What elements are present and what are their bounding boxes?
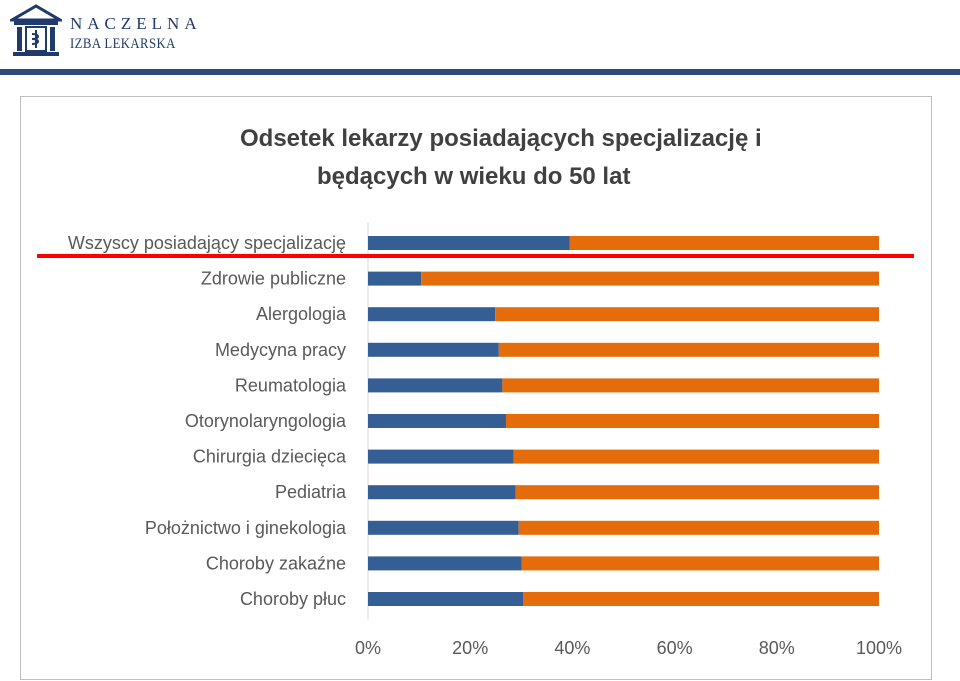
header-rule [0, 69, 960, 75]
bar-segment-series-2 [495, 307, 879, 322]
bar-segment-series-1 [368, 342, 499, 357]
bar-segment-series-2 [498, 342, 879, 357]
logo-line1: NACZELNA [70, 14, 202, 33]
bar-segment-series-1 [368, 449, 514, 464]
bar-segment-series-1 [368, 520, 519, 535]
x-tick-label: 40% [554, 638, 590, 658]
bar-segment-series-1 [368, 236, 570, 250]
logo-line2: IZBA LEKARSKA [70, 36, 176, 52]
bar-segment-series-1 [368, 556, 522, 571]
category-label: Choroby płuc [240, 589, 346, 609]
highlight-underline [37, 254, 914, 258]
bar-segment-series-1 [368, 592, 524, 606]
x-tick-label: 0% [355, 638, 381, 658]
bar-segment-series-2 [518, 520, 879, 535]
bar-segment-series-1 [368, 271, 422, 286]
category-label: Pediatria [275, 482, 347, 502]
bar-segment-series-2 [421, 271, 879, 286]
bar-segment-series-2 [523, 592, 879, 606]
category-label: Choroby zakaźne [206, 553, 346, 573]
chart-title-line2: będących w wieku do 50 lat [317, 163, 631, 190]
category-label: Wszyscy posiadający specjalizację [68, 233, 346, 253]
bar-segment-series-2 [502, 378, 879, 393]
bar-segment-series-1 [368, 378, 503, 393]
category-label: Alergologia [256, 304, 347, 324]
bar-segment-series-2 [521, 556, 879, 571]
bar-segment-series-2 [515, 485, 879, 500]
logo-text: NACZELNA IZBA LEKARSKA [70, 14, 202, 54]
chart-title: Odsetek lekarzy posiadających specjaliza… [240, 120, 840, 196]
bar-segment-series-2 [569, 236, 879, 250]
bar-segment-series-2 [513, 449, 879, 464]
category-label: Chirurgia dziecięca [193, 447, 347, 467]
category-label: Reumatologia [235, 375, 347, 395]
category-label: Położnictwo i ginekologia [145, 518, 347, 538]
x-tick-label: 100% [856, 638, 902, 658]
logo-building-icon [10, 4, 62, 56]
bar-segment-series-1 [368, 307, 496, 322]
category-label: Medycyna pracy [215, 340, 346, 360]
x-tick-label: 60% [657, 638, 693, 658]
bar-segment-series-2 [505, 414, 879, 428]
category-label: Zdrowie publiczne [201, 269, 346, 289]
x-tick-label: 20% [452, 638, 488, 658]
chart-title-line1: Odsetek lekarzy posiadających specjaliza… [240, 125, 762, 152]
bar-segment-series-1 [368, 485, 516, 500]
category-label: Otorynolaryngologia [185, 411, 347, 431]
x-tick-label: 80% [759, 638, 795, 658]
bar-segment-series-1 [368, 414, 506, 428]
header: NACZELNA IZBA LEKARSKA [0, 0, 960, 80]
